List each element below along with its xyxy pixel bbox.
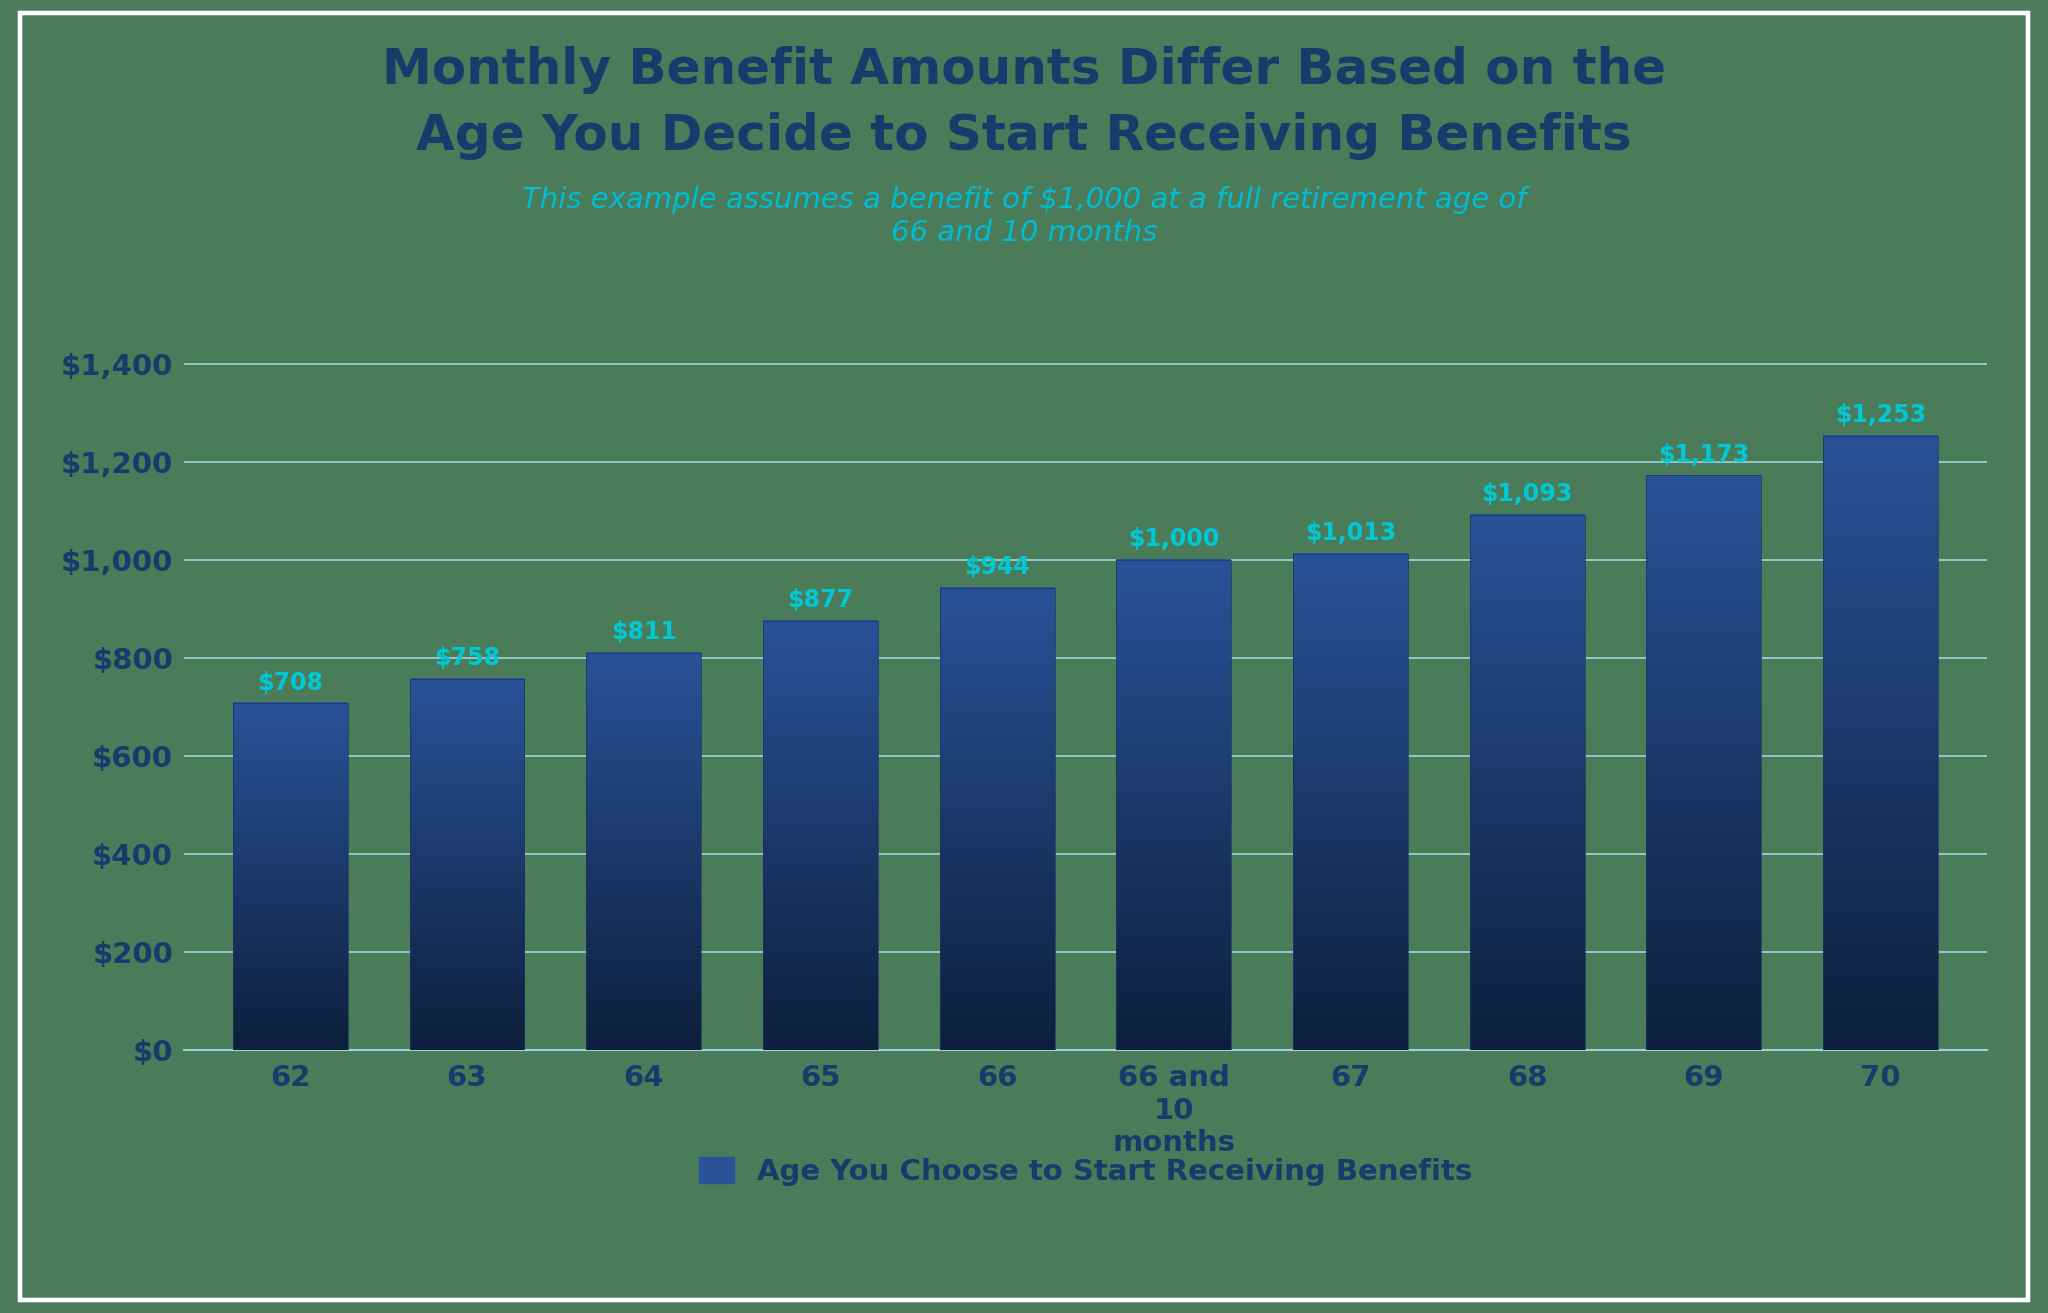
Bar — [1292, 554, 1407, 1050]
Text: $1,000: $1,000 — [1128, 528, 1219, 551]
Legend: Age You Choose to Start Receiving Benefits: Age You Choose to Start Receiving Benefi… — [686, 1145, 1485, 1197]
Bar — [233, 704, 348, 1050]
Bar — [940, 588, 1055, 1050]
Text: Monthly Benefit Amounts Differ Based on the: Monthly Benefit Amounts Differ Based on … — [383, 46, 1665, 95]
Text: $1,013: $1,013 — [1305, 521, 1397, 545]
Bar — [1470, 515, 1585, 1050]
Text: $1,253: $1,253 — [1835, 403, 1925, 427]
Text: $1,173: $1,173 — [1659, 442, 1749, 466]
Text: $944: $944 — [965, 555, 1030, 579]
Bar — [1647, 475, 1761, 1050]
Bar — [1823, 436, 1937, 1050]
Text: Age You Decide to Start Receiving Benefits: Age You Decide to Start Receiving Benefi… — [416, 112, 1632, 160]
Bar — [764, 621, 879, 1050]
Bar — [410, 679, 524, 1050]
Text: $758: $758 — [434, 646, 500, 670]
Bar — [1116, 561, 1231, 1050]
Text: $1,093: $1,093 — [1481, 482, 1573, 506]
Text: $708: $708 — [258, 671, 324, 695]
Text: $811: $811 — [610, 620, 676, 645]
Text: This example assumes a benefit of $1,000 at a full retirement age of
66 and 10 m: This example assumes a benefit of $1,000… — [522, 186, 1526, 247]
Bar — [586, 653, 700, 1050]
Text: $877: $877 — [786, 588, 854, 612]
